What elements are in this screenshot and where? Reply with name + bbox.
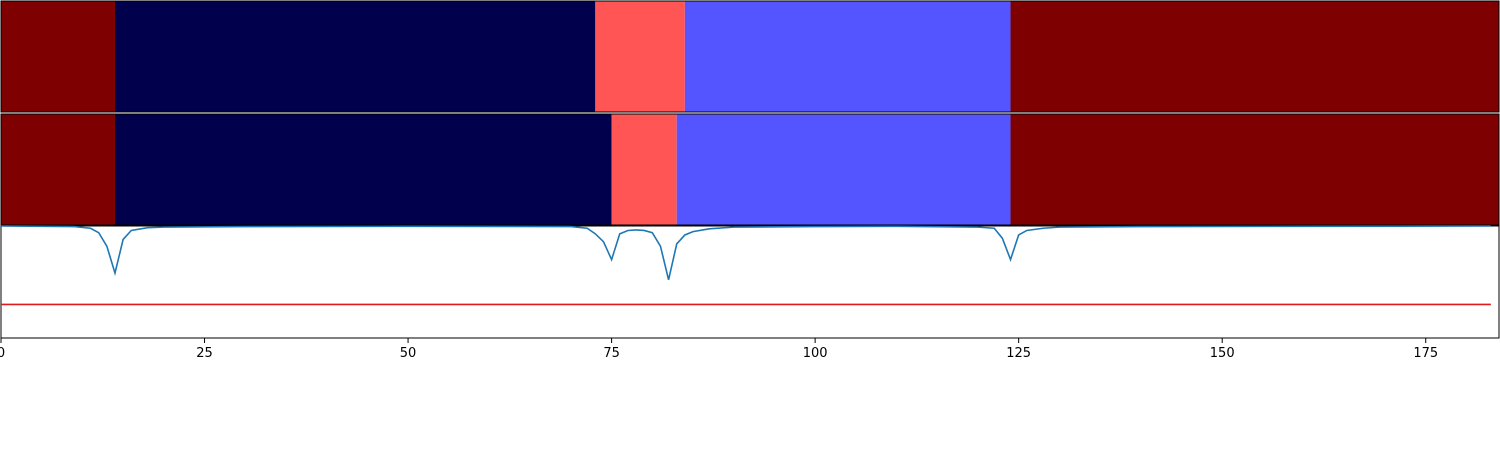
lower-segment [1,114,115,225]
x-tick-label: 100 [803,346,828,361]
x-axis: 0 25 50 75 100 125 150 175 [0,338,1438,361]
upper-segment [684,1,1011,112]
segmentation-bar-lower [0,113,1500,226]
x-tick-label: 75 [603,346,620,361]
x-tick-label: 0 [0,346,5,361]
line-panel [0,225,1500,339]
lower-segment [611,114,677,225]
x-tick-label: 150 [1210,346,1235,361]
series-line [0,225,1491,280]
upper-segment [114,1,596,112]
segmentation-bar-upper [0,0,1500,113]
x-tick-label: 50 [400,346,417,361]
lower-segment [114,114,612,225]
lower-segment [676,114,1011,225]
upper-segment [1,1,115,112]
lower-segment [1010,114,1499,225]
lower-frame [0,113,1500,226]
x-tick-label: 25 [196,346,213,361]
x-tick-label: 175 [1413,346,1438,361]
line-panel-frame [0,225,1500,339]
x-tick-label: 125 [1006,346,1031,361]
upper-frame [0,0,1500,113]
upper-segment [1010,1,1499,112]
upper-segment [595,1,685,112]
